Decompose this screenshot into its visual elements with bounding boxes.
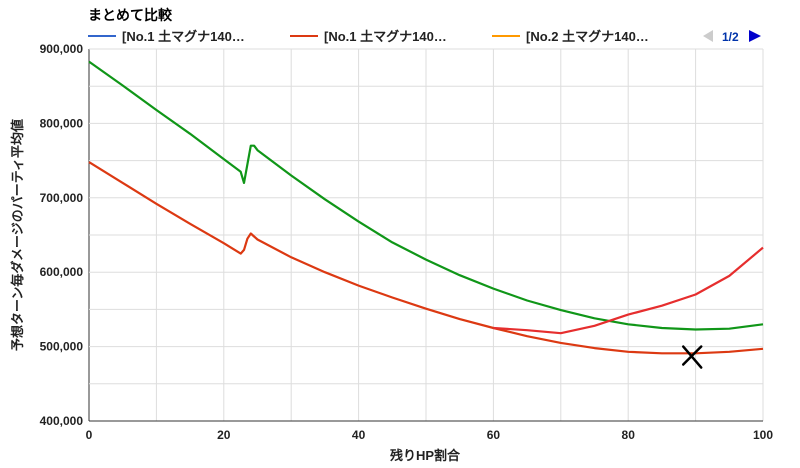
grid <box>88 48 764 422</box>
series-line <box>493 246 764 335</box>
cross-marker-icon <box>681 345 703 369</box>
legend-item[interactable]: [No.1 土マグナ140… <box>290 29 447 44</box>
legend-label: [No.1 土マグナ140… <box>324 29 447 44</box>
annotations <box>681 345 703 369</box>
legend-next-arrow-icon[interactable] <box>749 30 761 42</box>
y-tick-label: 400,000 <box>40 414 84 428</box>
series-line <box>88 60 764 331</box>
y-tick-label: 700,000 <box>40 191 84 205</box>
legend-prev-arrow-icon[interactable] <box>703 30 713 42</box>
legend-item[interactable]: [No.1 土マグナ140… <box>88 29 245 44</box>
x-tick-label: 20 <box>217 428 231 442</box>
series-line <box>88 161 764 355</box>
legend-pagination: 1/2 <box>703 30 761 44</box>
y-axis-label: 予想ターン毎ダメージのパーティ平均値 <box>10 119 25 351</box>
x-tick-label: 0 <box>86 428 93 442</box>
x-axis-label: 残りHP割合 <box>390 448 461 463</box>
plot-series <box>88 60 764 355</box>
y-tick-label: 900,000 <box>40 42 84 56</box>
y-tick-label: 600,000 <box>40 265 84 279</box>
chart-title: まとめて比較 <box>88 7 173 23</box>
y-axis-ticks: 400,000 500,000 600,000 700,000 800,000 900,0… <box>40 42 84 428</box>
x-tick-label: 60 <box>487 428 501 442</box>
legend-label: [No.1 土マグナ140… <box>122 29 245 44</box>
x-tick-label: 80 <box>622 428 636 442</box>
y-tick-label: 500,000 <box>40 340 84 354</box>
y-tick-label: 800,000 <box>40 116 84 130</box>
legend-item[interactable]: [No.2 土マグナ140… <box>492 29 649 44</box>
legend-label: [No.2 土マグナ140… <box>526 29 649 44</box>
legend-page-indicator: 1/2 <box>722 30 739 44</box>
legend: [No.1 土マグナ140… [No.1 土マグナ140… [No.2 土マグナ14… <box>88 29 649 44</box>
x-axis-ticks: 0 20 40 60 80 100 <box>86 428 774 442</box>
x-tick-label: 100 <box>753 428 773 442</box>
x-tick-label: 40 <box>352 428 366 442</box>
